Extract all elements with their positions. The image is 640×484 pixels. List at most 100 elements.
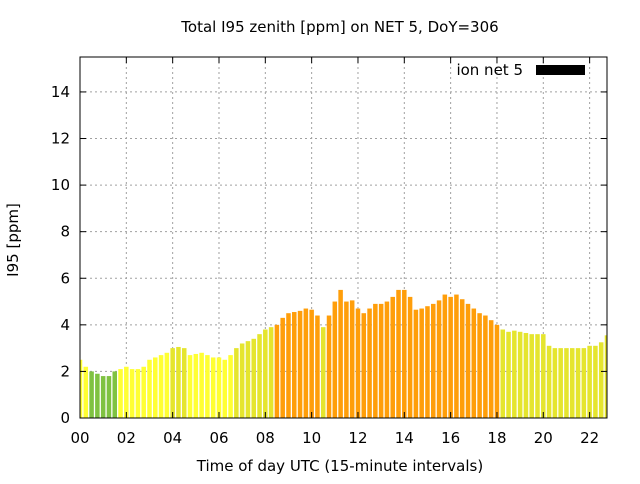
- bar: [384, 301, 390, 418]
- bar: [558, 348, 563, 418]
- bar: [488, 320, 494, 418]
- x-tick-label: 14: [395, 429, 414, 447]
- x-tick-label: 18: [487, 429, 506, 447]
- x-tick-label: 02: [117, 429, 136, 447]
- bar: [80, 359, 83, 418]
- bar: [425, 306, 430, 418]
- bar: [106, 376, 112, 418]
- bar: [396, 289, 401, 418]
- bar: [593, 345, 598, 418]
- x-tick-label: 00: [70, 429, 89, 447]
- x-tick-label: 06: [209, 429, 228, 447]
- bar: [205, 355, 210, 418]
- y-tick-label: 14: [51, 83, 70, 101]
- bar: [326, 315, 332, 418]
- bar: [153, 357, 158, 418]
- bar: [523, 332, 529, 418]
- plot-frame: [79, 56, 608, 419]
- bar: [118, 369, 123, 418]
- x-tick-label: 20: [534, 429, 553, 447]
- bar: [95, 373, 100, 418]
- bar: [448, 296, 453, 418]
- bar: [234, 348, 239, 418]
- bar: [552, 348, 558, 418]
- bar: [436, 300, 442, 418]
- bar: [112, 371, 118, 418]
- bar: [141, 366, 146, 418]
- y-tick-label: 8: [60, 223, 70, 241]
- bar: [378, 303, 384, 418]
- bar: [228, 355, 233, 418]
- bar: [320, 327, 326, 418]
- bar: [569, 348, 575, 418]
- bar: [604, 335, 607, 418]
- x-tick-label: 10: [302, 429, 321, 447]
- bar: [373, 303, 378, 418]
- bar: [471, 308, 477, 418]
- bar: [402, 289, 407, 418]
- bar: [367, 308, 372, 418]
- bar: [216, 357, 222, 418]
- bar: [170, 348, 175, 418]
- bar: [338, 289, 343, 418]
- bar: [512, 330, 517, 418]
- x-axis-label: Time of day UTC (15-minute intervals): [196, 457, 483, 475]
- bar: [268, 327, 274, 418]
- bar: [587, 345, 592, 418]
- y-tick-label: 12: [51, 130, 70, 148]
- bar: [147, 359, 152, 418]
- bar: [274, 324, 280, 418]
- bar: [546, 345, 552, 418]
- y-tick-label: 4: [60, 316, 70, 334]
- bar: [251, 338, 256, 418]
- bar: [442, 294, 448, 418]
- legend-swatch: [536, 65, 585, 75]
- bar: [575, 348, 581, 418]
- bar: [83, 366, 89, 418]
- bar: [245, 341, 251, 418]
- x-tick-label: 08: [256, 429, 275, 447]
- bar: [500, 329, 506, 418]
- bar: [297, 310, 303, 418]
- bar: [344, 301, 349, 418]
- bar: [454, 294, 459, 418]
- bar: [193, 353, 199, 418]
- bar: [407, 296, 413, 418]
- bar: [598, 342, 604, 418]
- bar: [541, 334, 546, 418]
- bar: [506, 331, 511, 418]
- bar: [564, 348, 569, 418]
- y-tick-label: 2: [60, 362, 70, 380]
- bar: [257, 334, 262, 418]
- bar: [210, 357, 216, 418]
- x-tick-label: 16: [441, 429, 460, 447]
- bar: [135, 369, 141, 418]
- bar: [181, 348, 187, 418]
- legend-label: ion net 5: [456, 61, 523, 79]
- bar: [349, 300, 355, 418]
- x-tick-label: 04: [163, 429, 182, 447]
- bar: [286, 313, 291, 418]
- bars-group: [80, 289, 607, 418]
- x-tick-label: 22: [580, 429, 599, 447]
- bar: [187, 355, 193, 418]
- bar: [459, 299, 465, 418]
- bar: [413, 309, 419, 418]
- bar: [332, 301, 338, 418]
- chart-title: Total I95 zenith [ppm] on NET 5, DoY=306: [180, 18, 498, 36]
- bar: [535, 334, 540, 418]
- bar: [292, 312, 297, 418]
- bar: [222, 359, 228, 418]
- y-axis-label: I95 [ppm]: [4, 203, 22, 277]
- bar: [465, 303, 471, 418]
- bar: [477, 313, 482, 418]
- bar: [89, 371, 94, 418]
- bar: [280, 317, 285, 418]
- bar: [303, 308, 309, 418]
- bar: [309, 309, 314, 418]
- bar: [355, 308, 361, 418]
- bar: [390, 296, 395, 418]
